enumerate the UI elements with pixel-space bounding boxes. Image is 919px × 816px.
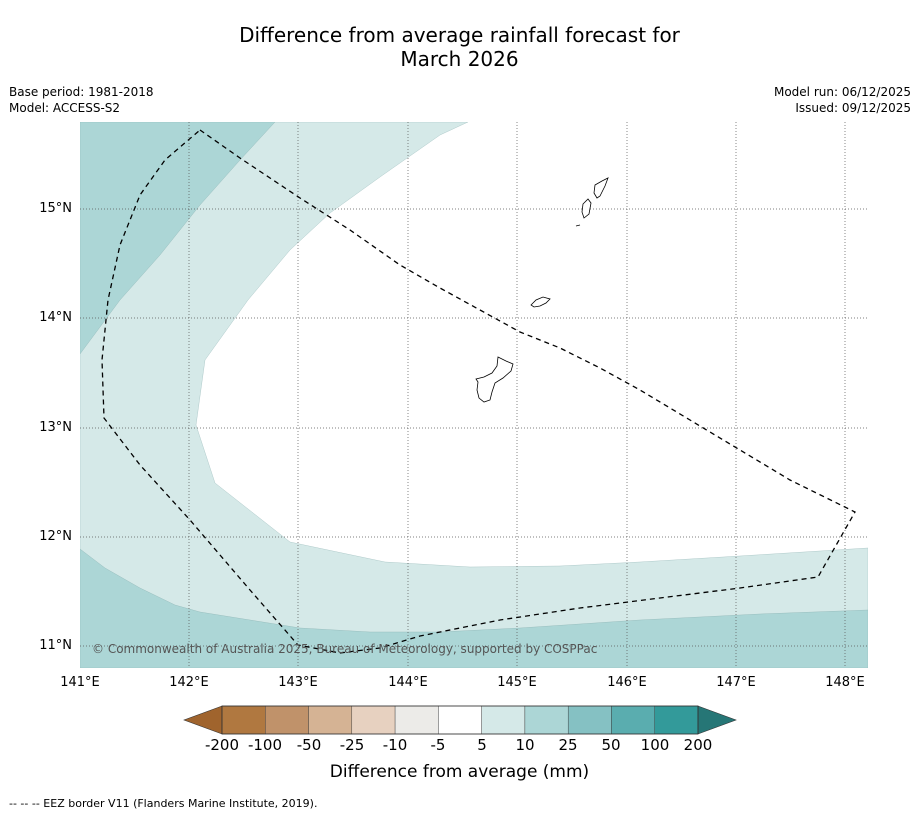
colorbar-cell (567, 705, 612, 735)
colorbar-cell (394, 705, 439, 735)
aguijan-island (575, 224, 581, 227)
lon-label: 141°E (60, 675, 100, 690)
base-period: Base period: 1981-2018 (9, 85, 154, 99)
saipan-island (593, 177, 609, 199)
lon-label: 147°E (716, 675, 756, 690)
issued-date: Issued: 09/12/2025 (795, 101, 911, 115)
colorbar-title: Difference from average (mm) (329, 762, 590, 782)
eez-legend-footnote: -- -- -- EEZ border V11 (Flanders Marine… (9, 797, 318, 810)
colorbar-tick: 5 (477, 736, 487, 754)
lon-label: 143°E (278, 675, 318, 690)
lat-label: 14°N (39, 310, 72, 325)
colorbar-tick: 50 (601, 736, 621, 754)
colorbar-tick: 100 (640, 736, 670, 754)
lat-label: 15°N (39, 201, 72, 216)
colorbar-cell (265, 705, 309, 735)
model-name: Model: ACCESS-S2 (9, 101, 121, 115)
lat-label: 12°N (39, 529, 72, 544)
rainfall-band-10-25-mm-north (80, 122, 276, 355)
lon-label: 142°E (169, 675, 209, 690)
lon-label: 145°E (497, 675, 537, 690)
colorbar (183, 705, 737, 735)
colorbar-cell (221, 705, 266, 735)
colorbar-tick: -25 (339, 736, 365, 754)
copyright-notice: © Commonwealth of Australia 2025, Bureau… (92, 642, 597, 656)
colorbar-extend-low (183, 705, 223, 735)
model-run: Model run: 06/12/2025 (773, 85, 911, 99)
colorbar-tick: -10 (382, 736, 408, 754)
eez-border (101, 129, 856, 654)
rainfall-band-5-10-mm (80, 122, 868, 668)
colorbar-cell (524, 705, 569, 735)
colorbar-cell (438, 705, 482, 735)
map-title-line-2: March 2026 (400, 47, 519, 71)
lon-label: 146°E (607, 675, 647, 690)
colorbar-tick: 200 (683, 736, 713, 754)
colorbar-tick: 10 (515, 736, 535, 754)
rainfall-band-10-25-mm-south (80, 548, 868, 668)
colorbar-tick: -200 (204, 736, 240, 754)
colorbar-tick: 25 (558, 736, 578, 754)
rota-island (530, 296, 551, 308)
colorbar-extend-high (697, 705, 737, 735)
guam-island (475, 356, 514, 403)
lat-label: 11°N (39, 638, 72, 653)
lon-label: 148°E (825, 675, 865, 690)
lat-label: 13°N (39, 420, 72, 435)
lon-label: 144°E (388, 675, 428, 690)
colorbar-outline (221, 705, 699, 735)
colorbar-cell (481, 705, 526, 735)
colorbar-tick: -50 (296, 736, 322, 754)
graticule (80, 122, 868, 668)
map-title-line-1: Difference from average rainfall forecas… (239, 23, 680, 47)
colorbar-cell (351, 705, 396, 735)
islands (475, 177, 609, 403)
colorbar-tick: -100 (247, 736, 283, 754)
colorbar-tick: -5 (430, 736, 446, 754)
colorbar-cell (611, 705, 655, 735)
tinian-island (581, 198, 592, 219)
colorbar-cell (654, 705, 699, 735)
colorbar-cell (308, 705, 353, 735)
